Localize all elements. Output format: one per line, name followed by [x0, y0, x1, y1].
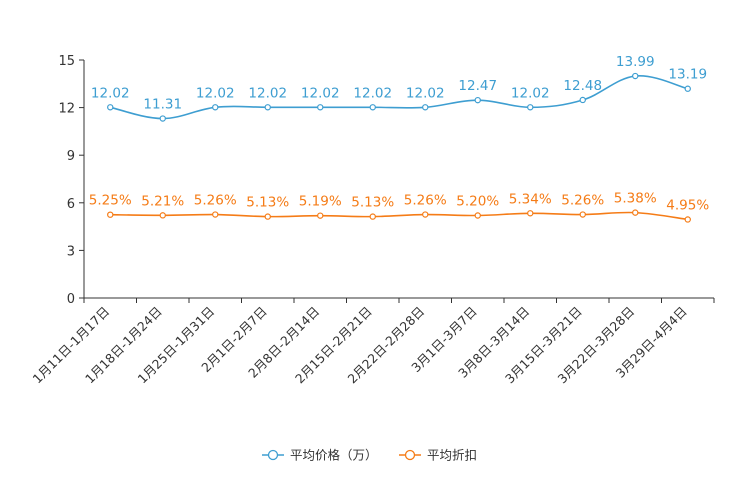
- data-point[interactable]: [159, 115, 166, 122]
- data-label: 4.95%: [666, 197, 709, 213]
- data-label: 5.26%: [404, 193, 447, 209]
- data-label: 11.31: [143, 97, 182, 113]
- data-label: 5.21%: [141, 193, 184, 209]
- data-point[interactable]: [632, 209, 639, 216]
- data-label: 12.02: [511, 85, 550, 101]
- data-point[interactable]: [422, 211, 429, 218]
- data-point[interactable]: [212, 211, 219, 218]
- data-label: 5.25%: [89, 193, 132, 209]
- data-label: 5.13%: [351, 195, 394, 211]
- data-point[interactable]: [527, 104, 534, 111]
- y-tick-label: 6: [67, 197, 75, 212]
- data-point[interactable]: [264, 213, 271, 220]
- data-label: 12.02: [353, 85, 392, 101]
- data-point[interactable]: [684, 85, 691, 92]
- data-label: 12.02: [301, 85, 340, 101]
- data-point[interactable]: [474, 96, 481, 104]
- data-label: 5.26%: [561, 193, 604, 209]
- legend-item-1[interactable]: 平均折扣: [399, 448, 477, 463]
- series-line: [110, 211, 688, 221]
- data-point[interactable]: [107, 211, 114, 218]
- series-1: 5.25% 5.21% 5.26% 5.13% 5.19% 5.13% 5.26% 5.20%…: [89, 191, 709, 223]
- data-point[interactable]: [107, 104, 114, 111]
- data-label: 5.19%: [299, 194, 342, 210]
- data-label: 12.47: [458, 78, 497, 94]
- legend-label: 平均价格（万）: [290, 448, 378, 463]
- data-point[interactable]: [684, 216, 691, 223]
- data-point[interactable]: [422, 104, 429, 111]
- data-label: 13.19: [668, 67, 707, 83]
- data-point[interactable]: [527, 210, 534, 217]
- legend-marker-icon: [267, 449, 279, 461]
- y-tick-label: 3: [67, 244, 75, 259]
- data-point[interactable]: [632, 72, 639, 80]
- series-line: [110, 75, 688, 120]
- data-label: 5.34%: [509, 191, 552, 207]
- legend-item-0[interactable]: 平均价格（万）: [262, 448, 378, 463]
- y-tick-label: 0: [67, 292, 75, 307]
- data-label: 12.02: [406, 85, 445, 101]
- data-label: 12.02: [248, 85, 287, 101]
- data-point[interactable]: [317, 104, 324, 111]
- data-label: 5.13%: [246, 195, 289, 211]
- data-label: 5.26%: [194, 193, 237, 209]
- chart-series: 12.02 11.31 12.02 12.02 12.02 12.02 12.02 12.47…: [89, 54, 709, 223]
- y-tick-label: 9: [67, 149, 75, 164]
- legend-label: 平均折扣: [427, 448, 477, 463]
- chart-legend[interactable]: 平均价格（万） 平均折扣: [262, 448, 477, 463]
- data-point[interactable]: [474, 212, 481, 219]
- data-label: 12.02: [91, 85, 130, 101]
- data-label: 12.48: [563, 78, 602, 94]
- data-point[interactable]: [579, 96, 586, 104]
- data-point[interactable]: [579, 211, 586, 218]
- data-point[interactable]: [369, 104, 376, 111]
- data-label: 12.02: [196, 85, 235, 101]
- data-label: 5.20%: [456, 193, 499, 209]
- data-point[interactable]: [212, 104, 219, 111]
- data-point[interactable]: [369, 213, 376, 220]
- data-point[interactable]: [159, 212, 166, 219]
- y-tick-label: 15: [58, 54, 75, 69]
- legend-marker-icon: [404, 449, 416, 461]
- data-point[interactable]: [317, 212, 324, 219]
- series-0: 12.02 11.31 12.02 12.02 12.02 12.02 12.02 12.47…: [91, 54, 707, 122]
- data-label: 13.99: [616, 54, 655, 70]
- data-point[interactable]: [264, 104, 271, 111]
- data-label: 5.38%: [614, 191, 657, 207]
- chart-axes: 036912151月11日-1月17日1月18日-1月24日1月25日-1月31…: [29, 54, 715, 386]
- y-tick-label: 12: [58, 102, 75, 117]
